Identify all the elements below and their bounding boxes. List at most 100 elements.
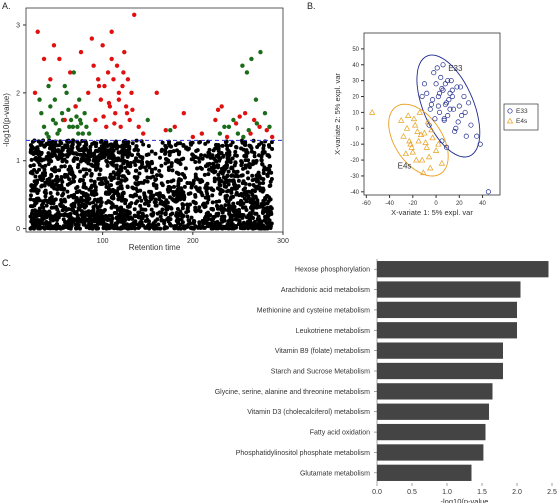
point <box>48 200 53 205</box>
point <box>49 172 54 177</box>
point <box>62 83 67 89</box>
point <box>172 226 177 231</box>
point <box>98 152 103 157</box>
point <box>210 222 215 227</box>
point <box>205 163 210 168</box>
point <box>199 153 204 158</box>
point <box>163 127 168 133</box>
point <box>439 86 445 92</box>
point <box>132 207 137 212</box>
point <box>209 226 214 231</box>
point <box>110 202 115 207</box>
point <box>76 198 81 203</box>
point <box>40 183 45 188</box>
point <box>43 171 48 176</box>
point <box>159 210 164 215</box>
point <box>75 124 80 129</box>
point <box>116 197 121 202</box>
point <box>121 70 126 75</box>
point <box>40 164 45 169</box>
point <box>86 131 92 136</box>
point <box>212 214 217 219</box>
point <box>81 202 86 207</box>
point <box>98 97 104 102</box>
point <box>435 93 441 100</box>
point <box>168 185 173 190</box>
point <box>419 93 425 100</box>
point <box>425 153 433 160</box>
point <box>188 202 193 207</box>
legend-marker <box>506 117 514 124</box>
point <box>168 127 173 133</box>
point <box>126 153 131 158</box>
point <box>253 184 258 189</box>
point <box>210 153 215 158</box>
point <box>211 148 216 153</box>
point <box>41 124 47 129</box>
bar <box>377 362 503 380</box>
point <box>133 192 138 197</box>
point <box>82 174 87 179</box>
point <box>154 90 159 96</box>
point <box>199 131 205 136</box>
point <box>202 205 207 210</box>
y-tick-label: 30 <box>352 79 359 85</box>
point <box>139 164 144 169</box>
point <box>89 173 94 178</box>
bar <box>377 342 503 359</box>
point <box>86 197 91 202</box>
point <box>424 90 430 96</box>
point <box>445 113 451 119</box>
point <box>82 181 87 186</box>
y-tick-label: -40 <box>350 190 359 196</box>
point <box>427 106 433 112</box>
point <box>37 97 42 102</box>
point <box>112 191 117 196</box>
point <box>256 170 261 175</box>
point <box>173 142 178 147</box>
point <box>438 159 446 166</box>
point <box>210 193 215 198</box>
point <box>88 150 93 155</box>
point <box>143 165 148 170</box>
point <box>229 190 234 195</box>
point <box>216 211 221 216</box>
point <box>36 210 41 215</box>
point <box>264 225 269 230</box>
point <box>163 224 168 229</box>
category-label: Starch and Sucrose Metabolism <box>271 369 370 376</box>
point <box>234 173 239 178</box>
point <box>116 150 121 155</box>
point <box>69 193 74 198</box>
point <box>107 104 113 109</box>
point <box>32 198 37 203</box>
point <box>215 107 221 113</box>
point <box>31 186 36 191</box>
point <box>44 131 49 136</box>
point <box>49 159 54 164</box>
point <box>119 148 124 153</box>
point <box>82 219 87 224</box>
point <box>235 201 240 206</box>
point <box>105 191 110 196</box>
point <box>67 164 72 169</box>
point <box>200 156 205 161</box>
point <box>220 214 225 219</box>
point <box>30 204 35 209</box>
point <box>246 189 251 194</box>
point <box>116 90 122 96</box>
point <box>118 186 123 191</box>
point <box>89 178 94 183</box>
point <box>91 63 96 68</box>
point <box>113 111 118 116</box>
point <box>219 104 224 109</box>
point <box>434 65 440 71</box>
point <box>423 144 430 150</box>
point <box>153 151 158 156</box>
point <box>39 213 44 218</box>
point <box>71 138 76 143</box>
point <box>98 181 103 186</box>
point <box>60 147 65 152</box>
point <box>55 187 60 192</box>
point <box>130 107 135 113</box>
